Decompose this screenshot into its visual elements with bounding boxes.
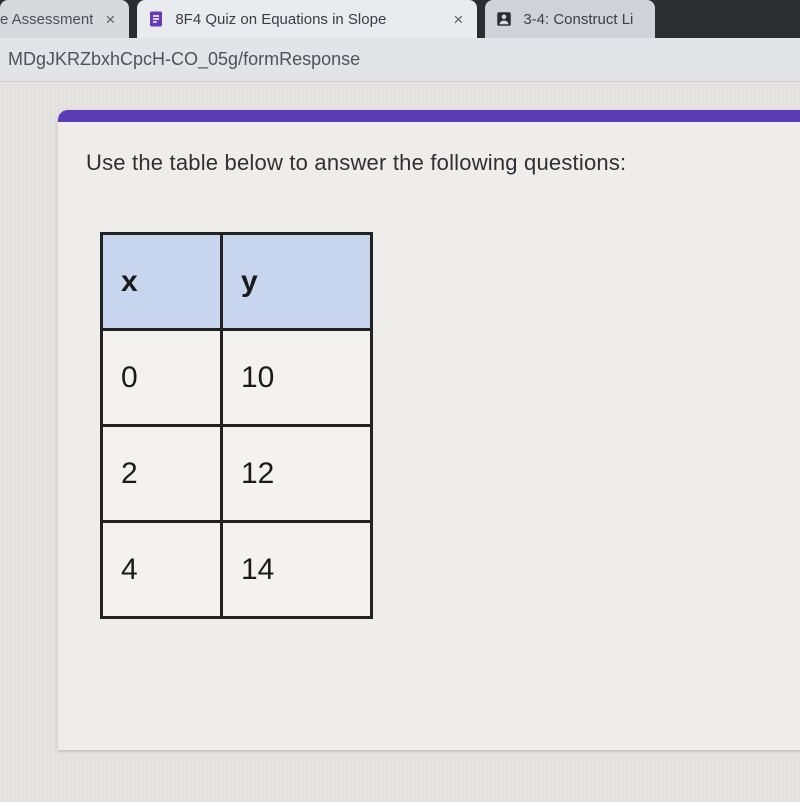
page-viewport: Use the table below to answer the follow… [0,82,800,802]
person-icon [495,10,513,28]
cell-x: 2 [102,426,222,522]
cell-x: 4 [102,522,222,618]
cell-y: 10 [222,330,372,426]
google-forms-icon [147,10,165,28]
table-row: 0 10 [102,330,372,426]
cell-x: 0 [102,330,222,426]
column-header-x: x [102,234,222,330]
table-header-row: x y [102,234,372,330]
url-text: MDgJKRZbxhCpcH-CO_05g/formResponse [8,49,360,70]
column-header-y: y [222,234,372,330]
cell-y: 14 [222,522,372,618]
address-bar[interactable]: MDgJKRZbxhCpcH-CO_05g/formResponse [0,38,800,82]
table-row: 2 12 [102,426,372,522]
close-icon[interactable]: × [103,11,117,28]
cell-y: 12 [222,426,372,522]
tab-construct[interactable]: 3-4: Construct Li [485,0,655,38]
tab-title: e Assessment [0,11,93,28]
form-card: Use the table below to answer the follow… [58,110,800,750]
tab-assessment[interactable]: e Assessment × [0,0,129,38]
browser-tab-strip: e Assessment × 8F4 Quiz on Equations in … [0,0,800,38]
close-icon[interactable]: × [451,11,465,28]
xy-table: x y 0 10 2 12 4 14 [100,232,373,619]
question-prompt: Use the table below to answer the follow… [86,150,790,176]
tab-title: 8F4 Quiz on Equations in Slope [175,11,386,28]
table-row: 4 14 [102,522,372,618]
tab-title: 3-4: Construct Li [523,11,633,28]
tab-quiz-active[interactable]: 8F4 Quiz on Equations in Slope × [137,0,477,38]
